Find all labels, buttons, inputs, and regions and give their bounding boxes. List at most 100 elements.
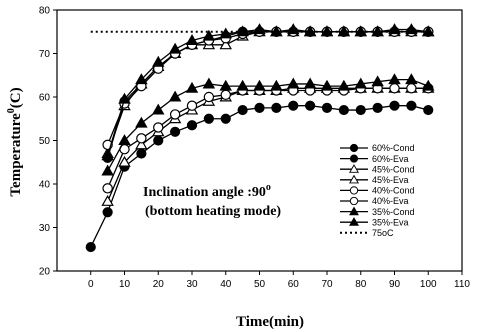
x-tick-label: 40: [220, 279, 232, 290]
y-tick-label: 80: [39, 6, 51, 17]
legend-marker: [349, 206, 359, 216]
legend-label: 60%-Cond: [372, 143, 415, 153]
data-point: [85, 241, 96, 253]
data-point: [102, 207, 113, 218]
data-point: [186, 120, 198, 131]
legend-marker-shape: [349, 174, 359, 184]
data-point: [288, 100, 299, 111]
legend-marker: [349, 196, 359, 206]
legend-item: 35%-Cond: [340, 206, 415, 217]
legend-marker: [349, 164, 359, 173]
data-point: [405, 73, 418, 85]
data-point: [136, 148, 147, 159]
data-point: [422, 79, 435, 91]
legend-marker: [349, 217, 359, 226]
data-point: [237, 104, 248, 116]
data-point: [422, 25, 435, 37]
data-point: [287, 77, 300, 89]
data-point: [389, 83, 400, 94]
legend-label: 40%-Eva: [372, 196, 409, 206]
legend-label: 35%-Cond: [372, 207, 415, 217]
data-point: [405, 23, 418, 35]
data-point: [185, 81, 199, 93]
annotation-line2: (bottom heating mode): [145, 204, 281, 219]
legend-marker: [349, 186, 359, 195]
legend-item: 60%-Eva: [340, 154, 409, 164]
data-point: [135, 116, 148, 128]
x-tick-label: 90: [389, 279, 401, 290]
data-point: [236, 79, 249, 91]
data-point: [202, 29, 216, 41]
data-point: [136, 133, 147, 144]
legend-item: 60%-Cond: [340, 143, 415, 153]
series-60-eva: [85, 100, 434, 253]
data-point: [169, 109, 181, 120]
legend-marker-shape: [349, 154, 359, 163]
legend-marker-shape: [349, 217, 359, 226]
data-point: [338, 104, 349, 116]
data-point: [388, 73, 401, 85]
data-point: [153, 122, 164, 133]
plot-area: [56, 9, 463, 272]
data-point: [101, 149, 114, 161]
y-axis-title-superscript: 0: [6, 108, 17, 113]
x-tick-label: 70: [321, 279, 333, 290]
x-tick-label: 20: [153, 279, 165, 290]
y-tick-label: 20: [39, 267, 51, 278]
legend-marker: [349, 154, 359, 163]
data-point: [203, 113, 214, 124]
data-point: [102, 183, 113, 194]
data-point: [219, 27, 232, 39]
data-point: [219, 38, 232, 50]
data-point: [355, 104, 366, 116]
y-tick-label: 60: [39, 93, 51, 104]
data-point: [152, 55, 165, 67]
legend-marker-shape: [349, 196, 359, 206]
y-tick-label: 40: [39, 180, 51, 191]
x-axis-title: Time(min): [236, 314, 304, 330]
legend-label: 45%-Eva: [372, 175, 409, 185]
series-60-cond: [102, 26, 434, 163]
data-point: [271, 102, 282, 113]
data-point: [320, 79, 334, 91]
legend-marker-shape: [349, 143, 359, 153]
series-35-eva: [101, 73, 435, 176]
data-point: [354, 77, 367, 89]
data-point: [135, 138, 148, 150]
data-point: [253, 79, 266, 91]
data-point: [135, 73, 148, 85]
data-point: [202, 77, 216, 89]
legend-item: 40%-Eva: [340, 196, 409, 206]
data-point: [101, 194, 114, 206]
data-point: [203, 91, 215, 103]
data-point: [406, 83, 417, 94]
x-tick-label: 10: [119, 279, 131, 290]
data-point: [303, 77, 317, 89]
legend-item: 35%-Eva: [340, 217, 409, 227]
legend-item: 75oC: [340, 228, 394, 238]
legend-label: 40%-Cond: [372, 186, 415, 196]
data-point: [152, 103, 165, 115]
legend-marker-shape: [349, 206, 359, 216]
data-point: [186, 100, 198, 111]
legend-label: 45%-Cond: [372, 164, 415, 174]
data-point: [118, 134, 131, 145]
data-point: [170, 126, 181, 137]
legend-label: 75oC: [372, 228, 394, 238]
data-point: [321, 102, 333, 113]
legend-marker: [349, 174, 359, 184]
series-45-cond: [101, 25, 435, 159]
data-point: [305, 100, 316, 111]
y-axis-title: Temperature0(C): [6, 87, 24, 196]
legend-label: 35%-Eva: [372, 217, 409, 227]
data-point: [220, 113, 231, 124]
data-point: [220, 89, 231, 101]
x-tick-label: 50: [254, 279, 266, 290]
legend-item: 45%-Cond: [340, 164, 415, 174]
data-point: [389, 100, 400, 111]
x-tick-label: 0: [88, 279, 94, 290]
legend-marker-shape: [349, 186, 359, 195]
data-point: [101, 164, 114, 176]
x-tick-label: 60: [288, 279, 300, 290]
data-point: [406, 100, 417, 111]
